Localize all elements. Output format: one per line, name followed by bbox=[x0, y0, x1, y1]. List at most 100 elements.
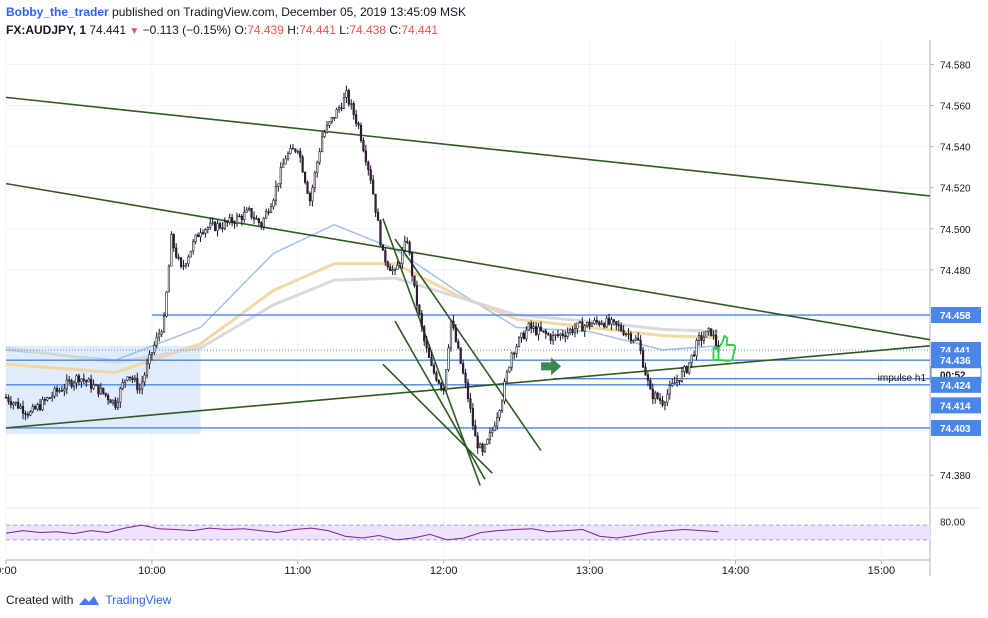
candle-body bbox=[408, 242, 411, 254]
candle-body bbox=[138, 388, 141, 391]
high-value: 74.441 bbox=[299, 23, 336, 37]
price-tick-label: 74.380 bbox=[940, 471, 971, 482]
tradingview-brand[interactable]: TradingView bbox=[105, 593, 172, 607]
candle-body bbox=[534, 326, 538, 335]
candle-body bbox=[352, 103, 355, 115]
candle-body bbox=[379, 220, 382, 246]
trendline bbox=[394, 320, 486, 480]
candle-body bbox=[58, 389, 61, 392]
candle-body bbox=[90, 378, 93, 389]
candle-body bbox=[547, 333, 550, 336]
candle-body bbox=[418, 304, 421, 314]
candle-body bbox=[359, 124, 363, 141]
candle-body bbox=[53, 388, 56, 397]
candle-body bbox=[333, 117, 336, 119]
candle-body bbox=[707, 328, 710, 332]
price-axis-label bbox=[931, 307, 981, 324]
candle-body bbox=[133, 377, 136, 381]
candle-body bbox=[116, 401, 119, 408]
price-tick-label: 74.540 bbox=[940, 143, 971, 154]
candle-body bbox=[401, 250, 404, 265]
candle-body bbox=[420, 313, 423, 328]
candle-body bbox=[192, 241, 195, 252]
candle-body bbox=[267, 211, 270, 213]
candle-body bbox=[690, 354, 693, 363]
candle-body bbox=[216, 223, 219, 231]
candle-body bbox=[179, 257, 183, 267]
candle-body bbox=[238, 215, 241, 218]
candle-body bbox=[695, 340, 698, 357]
candle-body bbox=[175, 247, 178, 258]
candle-body bbox=[279, 167, 282, 185]
candle-body bbox=[158, 333, 161, 338]
price-axis-label bbox=[931, 397, 981, 414]
price-chart[interactable]: 9:00 10:00 11:00 12:00 13:00 14:00 15:00 74.580… bbox=[0, 0, 988, 592]
rsi-tick-label: 80.00 bbox=[940, 517, 965, 528]
candle-body bbox=[396, 264, 399, 270]
candle-body bbox=[391, 269, 394, 272]
open-value: 74.439 bbox=[247, 23, 284, 37]
last-price: 74.441 bbox=[89, 23, 127, 37]
candle-body bbox=[41, 399, 44, 411]
author-name[interactable]: Bobby_the_trader bbox=[6, 5, 109, 19]
candle-body bbox=[36, 404, 39, 410]
time-tick-label: 9:00 bbox=[0, 565, 17, 577]
candle-body bbox=[274, 186, 277, 201]
candle-body bbox=[204, 229, 207, 234]
candle-body bbox=[328, 121, 331, 126]
candle-body bbox=[367, 161, 370, 171]
candle-body bbox=[449, 320, 453, 349]
candle-body bbox=[598, 321, 601, 325]
candle-body bbox=[447, 347, 450, 370]
candle-body bbox=[99, 387, 102, 395]
candle-body bbox=[218, 223, 222, 229]
candle-body bbox=[481, 443, 484, 453]
candle-body bbox=[522, 332, 526, 340]
candle-body bbox=[374, 193, 377, 213]
price-axis-label bbox=[931, 419, 981, 436]
candle-body bbox=[94, 384, 98, 387]
candle-body bbox=[459, 347, 462, 364]
candle-body bbox=[46, 397, 49, 401]
candle-body bbox=[311, 187, 314, 202]
tradingview-logo-icon bbox=[79, 596, 100, 605]
candle-body bbox=[321, 136, 324, 152]
candle-body bbox=[410, 252, 414, 277]
price-axis-label-text: 74.403 bbox=[940, 424, 971, 435]
candle-body bbox=[615, 321, 618, 325]
candle-body bbox=[510, 352, 513, 368]
candle-body bbox=[72, 382, 76, 387]
candle-body bbox=[605, 317, 608, 328]
candle-body bbox=[197, 234, 200, 238]
candle-body bbox=[21, 406, 25, 414]
candle-body bbox=[457, 341, 460, 349]
candle-body bbox=[668, 385, 671, 395]
price-tick-label: 74.500 bbox=[940, 225, 971, 236]
candle-body bbox=[539, 326, 543, 331]
candle-body bbox=[170, 234, 173, 267]
candle-body bbox=[97, 384, 100, 395]
candle-body bbox=[661, 400, 664, 406]
candle-body bbox=[29, 411, 32, 416]
candle-body bbox=[425, 340, 428, 349]
candle-body bbox=[34, 406, 37, 410]
candle-body bbox=[603, 323, 606, 328]
price-axis-label-text: 74.424 bbox=[940, 381, 971, 392]
candle-body bbox=[569, 328, 572, 333]
price-axis-label-text: 00:52 bbox=[940, 371, 966, 382]
time-tick-label: 13:00 bbox=[576, 565, 604, 577]
candle-body bbox=[265, 211, 268, 219]
candle-body bbox=[362, 140, 365, 152]
candle-body bbox=[231, 217, 234, 223]
candle-body bbox=[520, 332, 523, 338]
candle-body bbox=[498, 410, 501, 418]
candle-body bbox=[559, 333, 562, 336]
candle-body bbox=[564, 335, 567, 337]
candle-body bbox=[505, 371, 508, 383]
candle-body bbox=[649, 380, 652, 390]
candle-body bbox=[131, 377, 134, 381]
candle-body bbox=[500, 400, 504, 411]
price-change: −0.113 (−0.15%) bbox=[142, 23, 232, 37]
candle-body bbox=[165, 291, 168, 317]
candle-body bbox=[160, 331, 163, 335]
